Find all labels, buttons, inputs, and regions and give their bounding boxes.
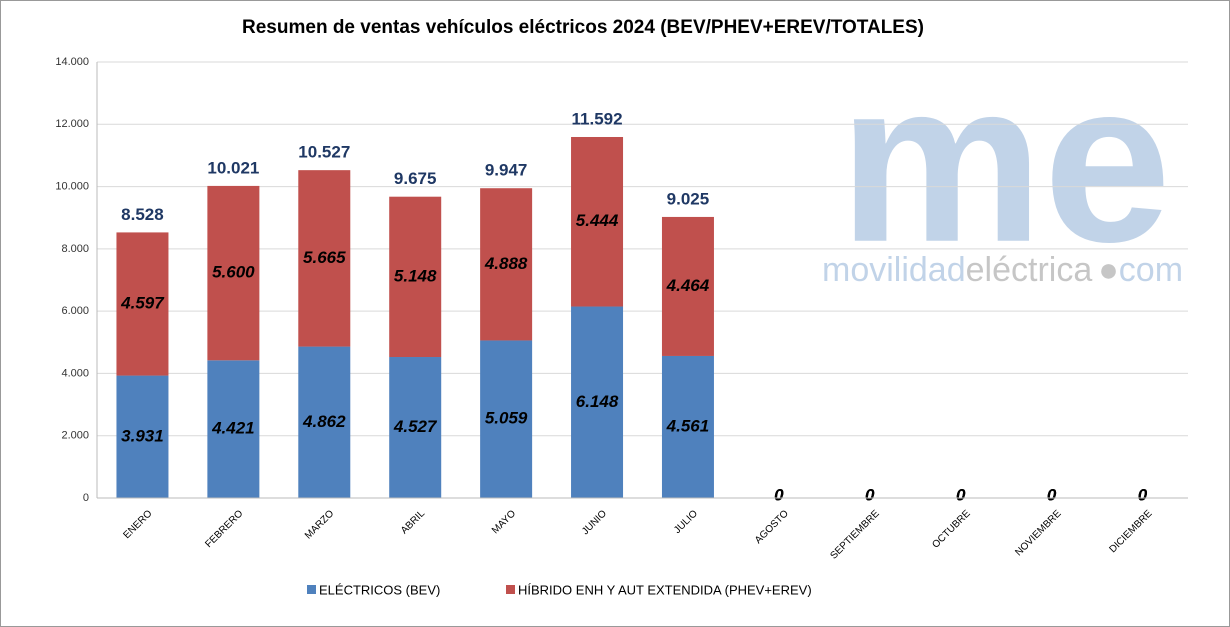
segment-label: 4.464	[666, 276, 710, 295]
bar-segment	[207, 185, 260, 361]
watermark-text: movilidadeléctrica ●com	[822, 251, 1183, 289]
y-tick-label: 0	[83, 492, 89, 504]
total-label: 9.947	[485, 161, 528, 180]
segment-label: 3.931	[121, 426, 164, 445]
segment-label: 5.665	[303, 248, 346, 267]
bar-segment	[389, 196, 442, 358]
legend-label: HÍBRIDO ENH Y AUT EXTENDIDA (PHEV+EREV)	[518, 582, 812, 597]
segment-label: 4.862	[302, 412, 346, 431]
bar-segment	[661, 355, 714, 498]
segment-label: 5.059	[485, 409, 528, 428]
bar-segment	[480, 188, 533, 341]
legend-swatch	[506, 585, 515, 594]
bar-segment	[389, 357, 442, 498]
watermark: me movilidadeléctrica ●com	[822, 33, 1183, 290]
segment-label: 4.888	[484, 254, 528, 273]
watermark-part: movilidad	[822, 251, 966, 289]
segment-label: 4.421	[211, 419, 255, 438]
bar-segment	[480, 340, 533, 498]
watermark-part: eléctrica	[966, 251, 1093, 289]
total-label: 10.527	[298, 143, 350, 162]
total-label: 9.675	[394, 169, 437, 188]
bar-segment	[298, 346, 351, 498]
segment-label: 0	[956, 485, 966, 504]
total-label: 8.528	[121, 205, 164, 224]
bar-segment	[571, 306, 624, 498]
segment-label: 5.444	[576, 211, 619, 230]
segment-label: 0	[865, 485, 875, 504]
watermark-dot: ●	[1098, 251, 1119, 289]
segment-label: 0	[1047, 485, 1057, 504]
y-tick-label: 4.000	[61, 367, 89, 379]
y-tick-label: 12.000	[55, 118, 89, 130]
bar-segment	[661, 216, 714, 356]
segment-label: 5.600	[212, 263, 255, 282]
watermark-logo: me	[839, 33, 1171, 290]
segment-label: 0	[774, 485, 784, 504]
segment-label: 0	[956, 485, 966, 504]
bar-segment	[571, 136, 624, 307]
segment-label: 5.148	[394, 266, 437, 285]
bar-segment	[116, 375, 169, 498]
segment-label: 0	[1138, 485, 1148, 504]
legend-swatch	[307, 585, 316, 594]
segment-label: 4.527	[393, 417, 438, 436]
chart-title: Resumen de ventas vehículos eléctricos 2…	[242, 17, 924, 38]
y-tick-label: 2.000	[61, 430, 89, 442]
watermark-part: com	[1119, 251, 1183, 289]
bar-segment	[116, 232, 169, 376]
segment-label: 0	[1047, 485, 1057, 504]
segment-label: 0	[1138, 485, 1148, 504]
total-label: 11.592	[572, 109, 623, 128]
segment-label: 0	[774, 485, 784, 504]
segment-label: 6.148	[576, 392, 619, 411]
legend-label: ELÉCTRICOS (BEV)	[319, 582, 440, 597]
y-tick-label: 8.000	[61, 243, 89, 255]
bar-segment	[207, 360, 260, 498]
segment-label: 4.597	[120, 293, 165, 312]
segment-label: 0	[865, 485, 875, 504]
y-tick-label: 10.000	[55, 180, 89, 192]
total-label: 10.021	[207, 158, 259, 177]
y-tick-label: 14.000	[55, 56, 89, 68]
segment-label: 4.561	[666, 416, 710, 435]
total-label: 9.025	[667, 189, 710, 208]
y-tick-label: 6.000	[61, 305, 89, 317]
bar-segment	[298, 170, 351, 347]
